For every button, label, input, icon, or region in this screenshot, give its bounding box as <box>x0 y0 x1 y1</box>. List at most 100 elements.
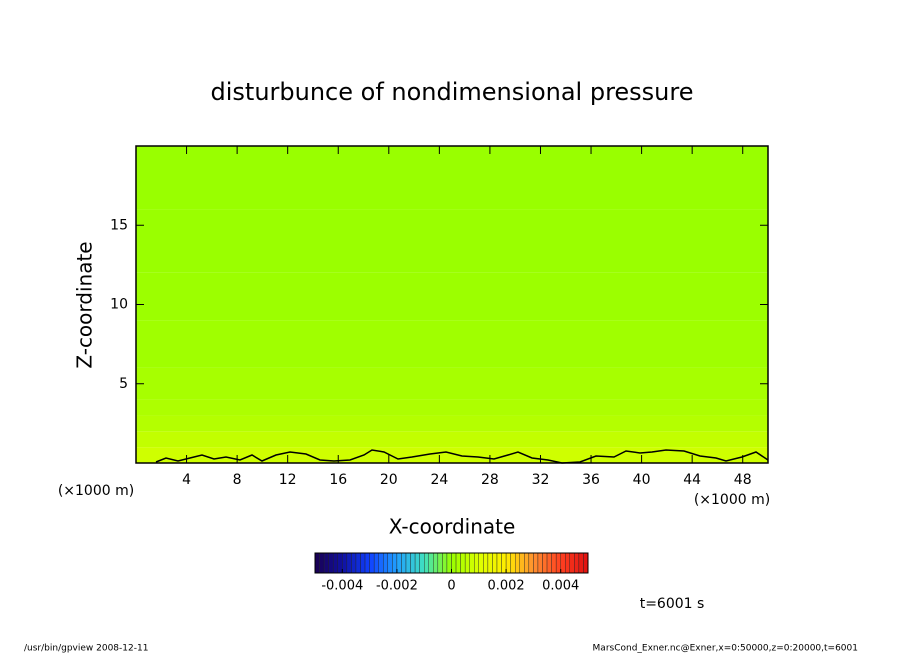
x-tick-label: 40 <box>633 472 651 488</box>
colorbar-cell <box>546 552 552 574</box>
colorbar-cell <box>560 552 566 574</box>
colorbar-cell <box>574 552 580 574</box>
colorbar-cell <box>565 552 571 574</box>
colorbar-cell <box>474 552 480 574</box>
x-tick-label: 44 <box>683 472 701 488</box>
y-tick-label: 5 <box>119 376 128 392</box>
colorbar-cell <box>328 552 334 574</box>
colorbar-cell <box>401 552 407 574</box>
x-tick-label: 48 <box>734 472 752 488</box>
colorbar-cell <box>378 552 384 574</box>
field-band <box>136 415 768 432</box>
colorbar-cell <box>528 552 534 574</box>
colorbar-cell <box>487 552 493 574</box>
colorbar-cell <box>433 552 439 574</box>
colorbar-cell <box>337 552 343 574</box>
colorbar-cell <box>537 552 543 574</box>
colorbar-cell <box>419 552 425 574</box>
colorbar-cell <box>387 552 393 574</box>
colorbar-cell <box>542 552 548 574</box>
colorbar-tick-label: -0.002 <box>376 579 418 594</box>
colorbar-cell <box>519 552 525 574</box>
x-tick-label: 4 <box>182 472 191 488</box>
colorbar-cell <box>505 552 511 574</box>
contour-line <box>155 449 769 464</box>
colorbar-cell <box>583 552 589 574</box>
colorbar-cell <box>469 552 475 574</box>
colorbar-cell <box>555 552 561 574</box>
colorbar-cell <box>446 552 452 574</box>
colorbar-cell <box>483 552 489 574</box>
colorbar-tick-label: 0.002 <box>487 579 524 594</box>
colorbar-cell <box>478 552 484 574</box>
colorbar-cell <box>392 552 398 574</box>
x-tick-label: 8 <box>233 472 242 488</box>
colorbar: -0.004 -0.002 0 0.002 0.004 <box>314 552 589 594</box>
x-tick-label: 36 <box>582 472 600 488</box>
colorbar-cell <box>533 552 539 574</box>
colorbar-cell <box>510 552 516 574</box>
x-tick-label: 24 <box>430 472 448 488</box>
footer-right: MarsCond_Exner.nc@Exner,x=0:50000,z=0:20… <box>593 644 858 654</box>
colorbar-cell <box>551 552 557 574</box>
colorbar-cell <box>369 552 375 574</box>
y-tick-label: 10 <box>110 297 128 313</box>
colorbar-cell <box>342 552 348 574</box>
colorbar-cell <box>333 552 338 574</box>
y-axis-label: Z-coordinate <box>73 241 97 368</box>
x-tick-label: 32 <box>532 472 550 488</box>
colorbar-cell <box>314 552 320 574</box>
colorbar-cell <box>414 552 420 574</box>
field-band <box>136 320 768 368</box>
x-unit-right: (×1000 m) <box>694 492 770 508</box>
y-tick-label: 15 <box>110 217 128 233</box>
colorbar-cell <box>428 552 434 574</box>
colorbar-cell <box>383 552 389 574</box>
colorbar-cell <box>578 552 584 574</box>
colorbar-cell <box>346 552 352 574</box>
x-tick-label: 12 <box>279 472 297 488</box>
annotation: t=6001 s <box>640 596 705 612</box>
colorbar-tick-label: 0 <box>447 579 455 594</box>
chart-title: disturbunce of nondimensional pressure <box>211 78 694 106</box>
colorbar-cell <box>460 552 466 574</box>
colorbar-cell <box>442 552 448 574</box>
field-band <box>136 431 768 448</box>
x-tick-label: 16 <box>329 472 347 488</box>
colorbar-cell <box>396 552 402 574</box>
colorbar-cell <box>323 552 329 574</box>
field-band <box>136 146 768 210</box>
x-tick-label: 20 <box>380 472 398 488</box>
colorbar-cell <box>496 552 502 574</box>
colorbar-cell <box>405 552 411 574</box>
colorbar-cell <box>319 552 325 574</box>
field-band <box>136 272 768 321</box>
colorbar-cell <box>492 552 498 574</box>
colorbar-cell <box>364 552 370 574</box>
colorbar-cell <box>360 552 366 574</box>
colorbar-cell <box>451 552 457 574</box>
colorbar-cell <box>569 552 575 574</box>
x-unit-left: (×1000 m) <box>58 483 134 499</box>
colorbar-tick-label: 0.004 <box>542 579 579 594</box>
x-tick-label: 28 <box>481 472 499 488</box>
colorbar-cell <box>410 552 416 574</box>
field-band <box>136 367 768 400</box>
footer-left: /usr/bin/gpview 2008-12-11 <box>24 644 148 654</box>
colorbar-cell <box>424 552 429 574</box>
colorbar-cell <box>464 552 470 574</box>
colorbar-cell <box>437 552 443 574</box>
field <box>136 146 768 463</box>
colorbar-cell <box>455 552 461 574</box>
x-axis-label: X-coordinate <box>389 515 516 539</box>
colorbar-cell <box>515 552 520 574</box>
field-band <box>136 209 768 273</box>
colorbar-cell <box>351 552 357 574</box>
colorbar-cell <box>355 552 361 574</box>
colorbar-tick-label: -0.004 <box>321 579 363 594</box>
colorbar-cell <box>524 552 530 574</box>
field-band <box>136 399 768 416</box>
field-band <box>136 447 768 463</box>
colorbar-cell <box>501 552 507 574</box>
